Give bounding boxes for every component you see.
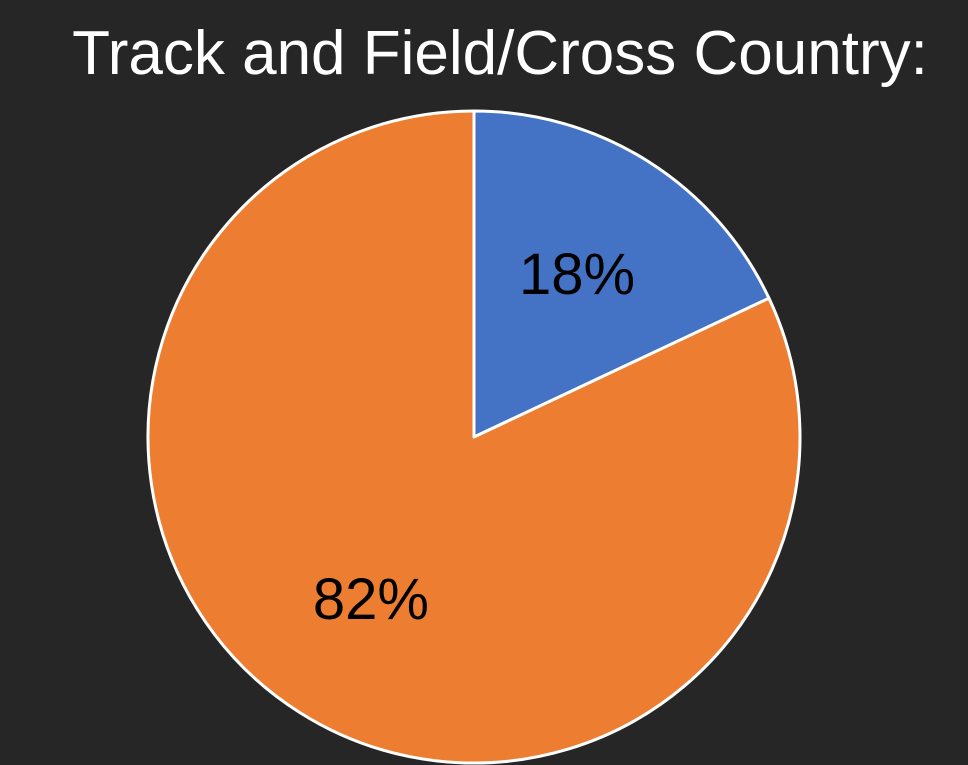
pie-slice-18-percent (472, 109, 771, 439)
slice-label-82-percent: 82% (313, 567, 429, 632)
chart-title: Track and Field/Cross Country: (72, 19, 928, 88)
pie-slice-82-percent (146, 109, 802, 765)
slice-label-18-percent: 18% (519, 242, 635, 307)
